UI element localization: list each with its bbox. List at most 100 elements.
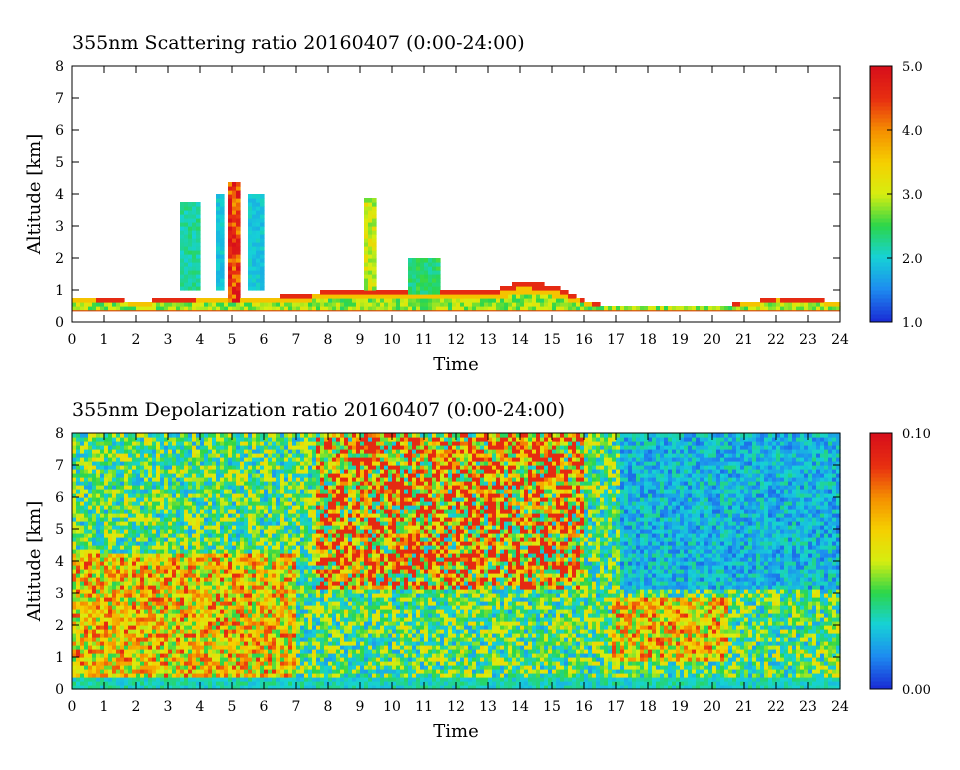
p2-cell xyxy=(160,513,165,518)
p2-cell xyxy=(268,645,273,650)
p2-cell xyxy=(136,597,141,602)
p2-cell xyxy=(284,645,289,650)
p1-cell xyxy=(524,282,529,287)
p1-cell xyxy=(368,278,373,283)
p2-cell xyxy=(292,577,297,582)
p2-cell xyxy=(208,685,213,690)
colorbar-segment xyxy=(870,162,892,167)
p1-cell xyxy=(140,306,145,311)
p1-cell xyxy=(252,254,257,259)
p2-cell xyxy=(120,621,125,626)
p1-cell xyxy=(256,246,261,251)
p2-cell xyxy=(164,573,169,578)
p2-cell xyxy=(148,657,153,662)
p2-cell xyxy=(268,661,273,666)
p2-cell xyxy=(224,525,229,530)
p1-cell xyxy=(96,306,101,311)
p1-cell xyxy=(460,298,465,303)
p2-cell xyxy=(108,453,113,458)
p2-cell xyxy=(208,449,213,454)
p2-cell xyxy=(196,661,201,666)
p2-cell xyxy=(252,569,257,574)
p2-cell xyxy=(168,565,173,570)
colorbar-segment xyxy=(870,306,892,311)
p2-cell xyxy=(84,533,89,538)
p2-cell xyxy=(76,445,81,450)
p2-cell xyxy=(164,669,169,674)
p2-cell xyxy=(156,665,161,670)
p2-cell xyxy=(80,657,85,662)
p2-cell xyxy=(288,565,293,570)
p2-cell xyxy=(136,641,141,646)
p1-cell xyxy=(220,274,225,279)
p2-cell xyxy=(108,657,113,662)
p2-cell xyxy=(240,513,245,518)
p2-cell xyxy=(136,501,141,506)
p2-cell xyxy=(224,677,229,682)
p2-cell xyxy=(112,565,117,570)
p2-cell xyxy=(240,497,245,502)
p2-cell xyxy=(180,605,185,610)
p1-cell xyxy=(536,286,541,291)
p2-cell xyxy=(120,581,125,586)
p2-cell xyxy=(88,441,93,446)
p2-cell xyxy=(244,561,249,566)
p2-cell xyxy=(116,605,121,610)
p2-cell xyxy=(260,461,265,466)
p2-cell xyxy=(76,533,81,538)
p2-cell xyxy=(192,441,197,446)
p2-cell xyxy=(152,469,157,474)
p2-cell xyxy=(156,545,161,550)
p2-cell xyxy=(232,525,237,530)
p2-cell xyxy=(164,585,169,590)
p2-cell xyxy=(296,597,301,602)
p2-cell xyxy=(168,617,173,622)
p2-cell xyxy=(180,621,185,626)
p1-cell xyxy=(508,302,513,307)
p2-cell xyxy=(280,481,285,486)
p2-cell xyxy=(148,629,153,634)
p1-cell xyxy=(228,238,233,243)
p2-cell xyxy=(268,525,273,530)
p2-cell xyxy=(240,653,245,658)
p2-cell xyxy=(184,605,189,610)
p1-cell xyxy=(228,298,233,303)
scattering-x-label: Time xyxy=(433,354,478,375)
p2-cell xyxy=(80,441,85,446)
p1-cell xyxy=(260,230,265,235)
p2-cell xyxy=(128,529,133,534)
p2-cell xyxy=(100,465,105,470)
p2-cell xyxy=(148,493,153,498)
p2-cell xyxy=(100,641,105,646)
p2-cell xyxy=(196,521,201,526)
p2-cell xyxy=(184,601,189,606)
p2-cell xyxy=(160,541,165,546)
p2-cell xyxy=(120,549,125,554)
p2-cell xyxy=(264,613,269,618)
p2-cell xyxy=(136,601,141,606)
p2-cell xyxy=(248,609,253,614)
p1-cell xyxy=(528,286,533,291)
p2-cell xyxy=(240,445,245,450)
p1-cell xyxy=(188,230,193,235)
p2-cell xyxy=(140,629,145,634)
p2-cell xyxy=(228,581,233,586)
p2-cell xyxy=(96,573,101,578)
p1-cell xyxy=(148,306,153,311)
p2-cell xyxy=(188,577,193,582)
p2-cell xyxy=(264,617,269,622)
p2-cell xyxy=(104,525,109,530)
p2-cell xyxy=(200,677,205,682)
p2-cell xyxy=(108,449,113,454)
p2-cell xyxy=(212,557,217,562)
p2-cell xyxy=(248,465,253,470)
p2-cell xyxy=(212,437,217,442)
p2-cell xyxy=(212,601,217,606)
p2-cell xyxy=(200,465,205,470)
p2-cell xyxy=(292,433,297,438)
p2-cell xyxy=(160,525,165,530)
p1-cell xyxy=(196,270,201,275)
p1-cell xyxy=(184,270,189,275)
p2-cell xyxy=(128,449,133,454)
p2-cell xyxy=(76,465,81,470)
